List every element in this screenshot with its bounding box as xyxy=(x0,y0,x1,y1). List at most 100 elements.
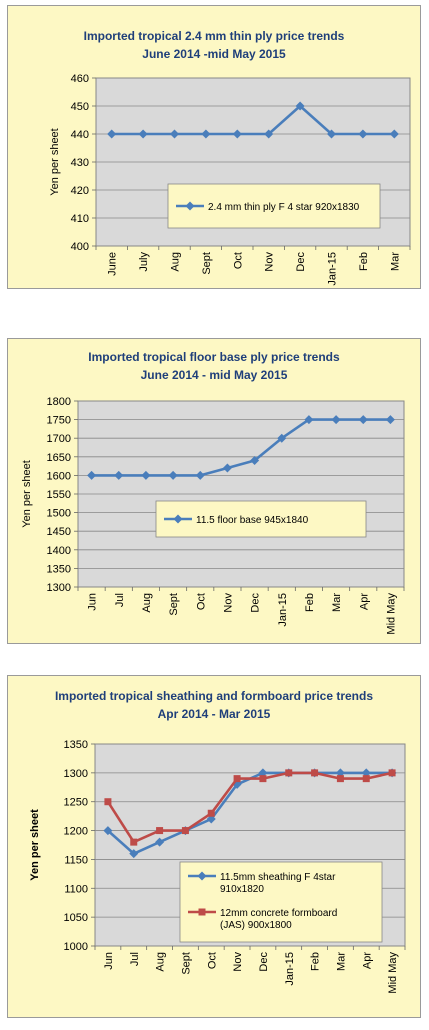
y-axis-label: Yen per sheet xyxy=(21,460,33,527)
x-tick-label: July xyxy=(138,252,150,272)
x-tick-label: Mar xyxy=(335,952,347,971)
x-tick-label: Dec xyxy=(258,952,270,972)
y-tick-label: 1150 xyxy=(64,854,88,866)
chart-panel-thin-ply: Imported tropical 2.4 mm thin ply price … xyxy=(7,5,421,289)
y-tick-label: 400 xyxy=(71,241,89,253)
y-tick-label: 430 xyxy=(71,157,89,169)
y-axis-label: Yen per sheet xyxy=(29,809,41,881)
data-point xyxy=(295,101,305,111)
data-point xyxy=(285,769,293,777)
x-tick-label: Aug xyxy=(155,952,167,972)
x-tick-label: Nov xyxy=(264,252,276,272)
y-tick-label: 1200 xyxy=(64,826,88,838)
y-axis-label: Yen per sheet xyxy=(49,128,61,195)
chart-panel-sheathing-formboard: Imported tropical sheathing and formboar… xyxy=(7,675,421,1018)
x-tick-label: Jul xyxy=(114,593,126,607)
series-line xyxy=(91,418,391,477)
x-tick-label: Oct xyxy=(195,593,207,610)
x-tick-label: Mid May xyxy=(385,593,397,635)
data-point xyxy=(155,837,165,847)
data-point xyxy=(138,129,148,139)
data-point xyxy=(156,827,164,835)
y-tick-label: 1050 xyxy=(64,912,88,924)
y-tick-label: 1800 xyxy=(47,396,71,408)
y-tick-label: 410 xyxy=(71,213,89,225)
data-point xyxy=(207,809,215,817)
data-point xyxy=(259,775,267,783)
x-tick-label: Feb xyxy=(358,252,370,271)
y-tick-label: 1450 xyxy=(47,526,71,538)
data-point xyxy=(87,470,97,480)
data-point xyxy=(141,470,151,480)
y-tick-label: 450 xyxy=(71,101,89,113)
y-tick-label: 420 xyxy=(71,185,89,197)
data-point xyxy=(206,814,216,824)
chart-thin-ply: Imported tropical 2.4 mm thin ply price … xyxy=(49,29,411,286)
data-point xyxy=(232,129,242,139)
legend-label: (JAS) 900x1800 xyxy=(220,920,292,931)
y-tick-label: 1700 xyxy=(47,433,71,445)
chart-title: Imported tropical 2.4 mm thin ply price … xyxy=(84,29,345,43)
data-point xyxy=(222,463,232,473)
legend-swatch-marker xyxy=(197,871,207,881)
data-point xyxy=(388,769,396,777)
chart-floor-base: Imported tropical floor base ply price t… xyxy=(21,350,405,635)
data-point xyxy=(250,456,260,466)
chart-title: Imported tropical floor base ply price t… xyxy=(88,350,340,364)
x-tick-label: Dec xyxy=(250,593,262,613)
y-tick-label: 1300 xyxy=(64,768,88,780)
data-point xyxy=(264,129,274,139)
data-point xyxy=(311,769,319,777)
y-tick-label: 1250 xyxy=(64,797,88,809)
x-tick-label: Apr xyxy=(358,593,370,610)
x-tick-label: Dec xyxy=(295,252,307,272)
data-point xyxy=(170,129,179,139)
y-tick-label: 1100 xyxy=(64,883,88,895)
data-point xyxy=(114,470,124,480)
data-point xyxy=(277,433,287,443)
x-tick-label: Jan-15 xyxy=(277,593,289,627)
data-point xyxy=(358,415,368,425)
x-tick-label: Mid May xyxy=(387,952,399,994)
data-point xyxy=(358,129,368,139)
data-point xyxy=(201,129,211,139)
y-tick-label: 1750 xyxy=(47,415,71,427)
data-point xyxy=(258,768,268,778)
x-tick-label: Feb xyxy=(304,593,316,612)
y-tick-label: 1350 xyxy=(64,739,88,751)
data-point xyxy=(361,768,371,778)
data-point xyxy=(327,129,336,139)
x-tick-label: Jun xyxy=(103,952,115,970)
series-line xyxy=(106,771,393,844)
legend-swatch-marker xyxy=(198,908,206,916)
chart-title: Imported tropical sheathing and formboar… xyxy=(55,689,373,703)
data-point xyxy=(331,415,341,425)
data-point xyxy=(168,470,178,480)
x-tick-label: Nov xyxy=(232,952,244,972)
data-point xyxy=(233,775,241,783)
x-tick-label: Jan-15 xyxy=(284,952,296,986)
x-tick-label: Jun xyxy=(87,593,99,611)
data-point xyxy=(130,838,138,846)
x-tick-label: Oct xyxy=(232,252,244,269)
y-tick-label: 1500 xyxy=(47,508,71,520)
x-tick-label: Mar xyxy=(389,252,401,271)
chart-subtitle: June 2014 - mid May 2015 xyxy=(141,368,288,382)
x-tick-label: Apr xyxy=(361,952,373,969)
legend-label: 12mm concrete formboard xyxy=(220,908,337,919)
y-tick-label: 1650 xyxy=(47,452,71,464)
series-line xyxy=(111,104,395,136)
chart-panel-floor-base: Imported tropical floor base ply price t… xyxy=(7,338,421,644)
legend-label: 910x1820 xyxy=(220,884,264,895)
data-point xyxy=(103,826,113,836)
x-tick-label: Mar xyxy=(331,593,343,612)
y-tick-label: 440 xyxy=(71,129,89,141)
y-tick-label: 1000 xyxy=(64,941,88,953)
x-tick-label: Jul xyxy=(129,952,141,966)
x-tick-label: June xyxy=(107,252,119,276)
x-tick-label: Jan-15 xyxy=(327,252,339,286)
chart-subtitle: Apr 2014 - Mar 2015 xyxy=(158,707,271,721)
data-point xyxy=(304,415,314,425)
y-tick-label: 1300 xyxy=(47,582,71,594)
y-tick-label: 460 xyxy=(71,73,89,85)
